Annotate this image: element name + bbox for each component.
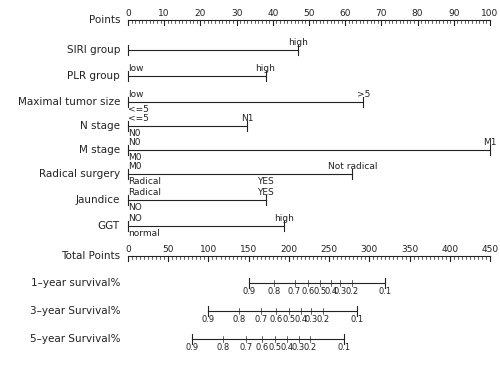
- Text: high: high: [288, 38, 308, 47]
- Text: NO: NO: [128, 203, 142, 212]
- Text: 150: 150: [240, 245, 258, 254]
- Text: 10: 10: [158, 9, 170, 18]
- Text: normal: normal: [128, 229, 160, 238]
- Text: 0.1: 0.1: [337, 343, 350, 352]
- Text: 5–year Survival%: 5–year Survival%: [30, 334, 120, 344]
- Text: 0.6: 0.6: [270, 315, 282, 324]
- Text: 250: 250: [320, 245, 338, 254]
- Text: 0.5: 0.5: [282, 315, 296, 324]
- Text: Radical: Radical: [128, 177, 161, 186]
- Text: high: high: [274, 214, 293, 223]
- Text: 0.6: 0.6: [256, 343, 269, 352]
- Text: 0.4: 0.4: [294, 315, 308, 324]
- Text: 0.5: 0.5: [314, 287, 327, 296]
- Text: 80: 80: [412, 9, 424, 18]
- Text: Total Points: Total Points: [61, 251, 120, 261]
- Text: 400: 400: [441, 245, 458, 254]
- Text: YES: YES: [257, 177, 274, 186]
- Text: 0.8: 0.8: [216, 343, 230, 352]
- Text: 350: 350: [401, 245, 418, 254]
- Text: 0.7: 0.7: [240, 343, 253, 352]
- Text: 0.4: 0.4: [280, 343, 294, 352]
- Text: 100: 100: [482, 9, 498, 18]
- Text: M0: M0: [128, 153, 141, 162]
- Text: N stage: N stage: [80, 121, 120, 131]
- Text: low: low: [128, 64, 144, 73]
- Text: Jaundice: Jaundice: [76, 195, 120, 205]
- Text: Radical: Radical: [128, 188, 161, 197]
- Text: Maximal tumor size: Maximal tumor size: [18, 97, 120, 107]
- Text: 20: 20: [194, 9, 206, 18]
- Text: GGT: GGT: [98, 221, 120, 231]
- Text: 0.3: 0.3: [292, 343, 305, 352]
- Text: 0.9: 0.9: [242, 287, 255, 296]
- Text: NO: NO: [128, 214, 142, 223]
- Text: 30: 30: [231, 9, 242, 18]
- Text: 300: 300: [360, 245, 378, 254]
- Text: high: high: [256, 64, 276, 73]
- Text: 70: 70: [376, 9, 387, 18]
- Text: SIRI group: SIRI group: [66, 45, 120, 55]
- Text: M1: M1: [483, 138, 497, 147]
- Text: N0: N0: [128, 138, 140, 147]
- Text: 0.6: 0.6: [302, 287, 315, 296]
- Text: 0.7: 0.7: [288, 287, 301, 296]
- Text: 3–year Survival%: 3–year Survival%: [30, 306, 120, 316]
- Text: N0: N0: [128, 129, 140, 138]
- Text: 0.2: 0.2: [345, 287, 358, 296]
- Text: N1: N1: [241, 114, 254, 123]
- Text: PLR group: PLR group: [67, 71, 120, 81]
- Text: 0.9: 0.9: [202, 315, 215, 324]
- Text: 0.1: 0.1: [350, 315, 364, 324]
- Text: 0.8: 0.8: [232, 315, 245, 324]
- Text: 0: 0: [125, 9, 131, 18]
- Text: 90: 90: [448, 9, 460, 18]
- Text: 0.5: 0.5: [268, 343, 282, 352]
- Text: 0: 0: [125, 245, 131, 254]
- Text: 0.4: 0.4: [324, 287, 338, 296]
- Text: 100: 100: [200, 245, 217, 254]
- Text: 1–year survival%: 1–year survival%: [30, 278, 120, 288]
- Text: <=5: <=5: [128, 114, 149, 123]
- Text: 50: 50: [162, 245, 174, 254]
- Text: <=5: <=5: [128, 105, 149, 114]
- Text: 200: 200: [280, 245, 297, 254]
- Text: low: low: [128, 90, 144, 99]
- Text: 450: 450: [482, 245, 498, 254]
- Text: 0.2: 0.2: [303, 343, 316, 352]
- Text: 0.1: 0.1: [379, 287, 392, 296]
- Text: 0.3: 0.3: [305, 315, 318, 324]
- Text: 50: 50: [303, 9, 315, 18]
- Text: Points: Points: [88, 15, 120, 25]
- Text: 0.7: 0.7: [254, 315, 268, 324]
- Text: Not radical: Not radical: [328, 162, 377, 171]
- Text: M0: M0: [128, 162, 141, 171]
- Text: 0.8: 0.8: [268, 287, 281, 296]
- Text: 0.3: 0.3: [334, 287, 347, 296]
- Text: 40: 40: [267, 9, 278, 18]
- Text: 60: 60: [340, 9, 351, 18]
- Text: YES: YES: [257, 188, 274, 197]
- Text: 0.9: 0.9: [186, 343, 199, 352]
- Text: M stage: M stage: [79, 145, 120, 155]
- Text: Radical surgery: Radical surgery: [39, 169, 120, 179]
- Text: >5: >5: [356, 90, 370, 99]
- Text: 0.2: 0.2: [316, 315, 329, 324]
